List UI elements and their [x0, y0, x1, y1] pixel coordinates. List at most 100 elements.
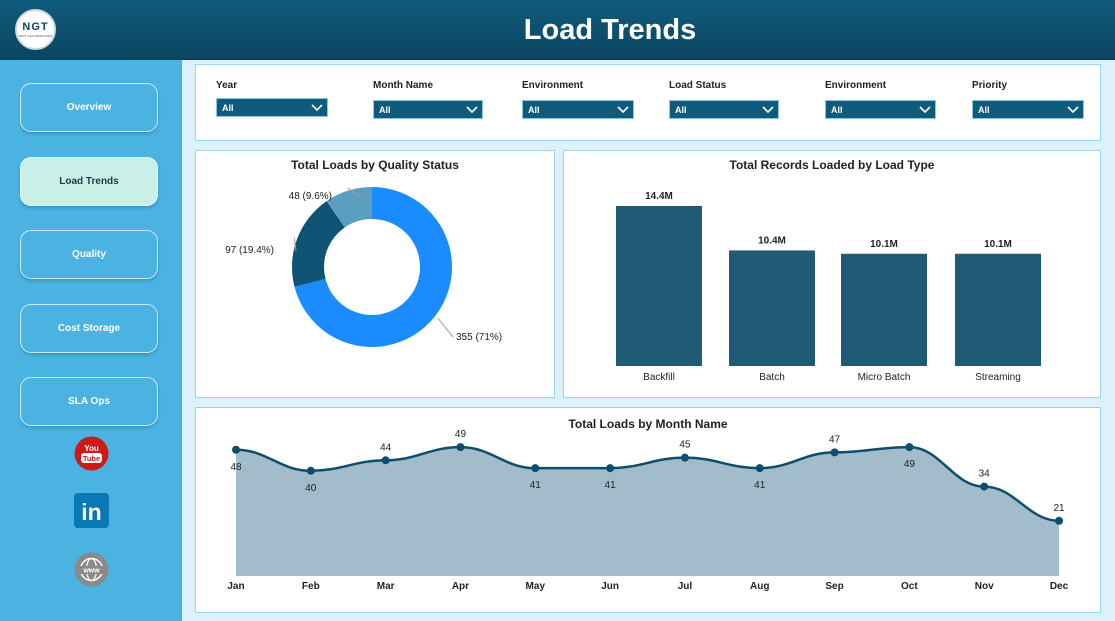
bar-value-label: 10.1M [870, 239, 898, 250]
category-label: Backfill [643, 372, 675, 383]
data-point [232, 445, 240, 454]
data-label: 49 [904, 459, 916, 470]
svg-text:www: www [82, 568, 100, 575]
priority-dropdown[interactable]: All [972, 100, 1084, 119]
filter-label: Environment [825, 80, 887, 91]
page-title: Load Trends [523, 14, 697, 46]
load-status-dropdown[interactable]: All [669, 100, 779, 119]
donut-slice [326, 187, 372, 228]
data-point [381, 456, 390, 465]
chevron-down-icon [1067, 105, 1079, 113]
data-point [606, 464, 615, 473]
data-point [531, 464, 540, 473]
nav-button-quality[interactable]: Quality [20, 230, 158, 279]
dropdown-value: All [528, 104, 540, 115]
month-label: Nov [975, 581, 994, 592]
bar-chart: 14.4M Backfill 10.4M Batch 10.1M Micro Batch 1… [616, 191, 1041, 383]
globe-icon[interactable]: www [74, 552, 109, 587]
logo-text: NGT [22, 21, 49, 33]
data-point [680, 453, 689, 462]
slice-label: 48 (9.6%) [289, 191, 332, 202]
filter-priority: Priority All [972, 80, 1084, 119]
data-label: 21 [1053, 503, 1065, 514]
month-label: Feb [302, 581, 320, 592]
monthly-loads-panel: Total Loads by Month Name 48 Jan 40 Feb 44 Ma… [195, 407, 1101, 613]
category-label: Streaming [975, 372, 1021, 383]
data-label: 44 [380, 442, 392, 453]
data-label: 40 [305, 483, 317, 494]
bar-batch [729, 250, 815, 366]
donut-slice [292, 201, 345, 287]
chart-title: Total Loads by Month Name [568, 417, 728, 431]
chevron-down-icon [919, 105, 931, 113]
month-label: Jun [601, 581, 619, 592]
month-label: Oct [901, 581, 918, 592]
chevron-down-icon [762, 105, 774, 113]
data-label: 45 [679, 440, 691, 451]
month-label: Jan [227, 581, 244, 592]
leader-line [293, 237, 297, 252]
company-logo: NGT NEXT GEN TEMPLATES [15, 9, 56, 50]
nav-button-load-trends[interactable]: Load Trends [20, 157, 158, 206]
slice-label: 355 (71%) [456, 332, 502, 343]
logo-subtext: NEXT GEN TEMPLATES [18, 34, 53, 38]
filter-label: Year [216, 80, 238, 91]
donut-chart: 355 (71%) 97 (19.4%) 48 (9.6%) [225, 187, 502, 347]
donut-slice [294, 187, 452, 347]
bar-streaming [955, 253, 1041, 366]
filter-label: Month Name [373, 80, 433, 91]
month-label: Apr [452, 581, 469, 592]
dropdown-value: All [379, 104, 391, 115]
data-point [980, 482, 989, 491]
data-label: 41 [754, 480, 766, 491]
linkedin-icon[interactable]: in [74, 493, 109, 528]
dropdown-value: All [978, 104, 990, 115]
svg-text:in: in [81, 499, 101, 525]
nav-button-cost-storage[interactable]: Cost Storage [20, 304, 158, 353]
nav-button-sla-ops[interactable]: SLA Ops [20, 377, 158, 426]
header-bar: NGT NEXT GEN TEMPLATES Load Trends [0, 0, 1115, 60]
data-point [830, 448, 839, 457]
bar-micro-batch [841, 253, 927, 366]
leader-line [347, 187, 361, 198]
data-label: 41 [605, 480, 617, 491]
series-line [235, 445, 1060, 523]
filter-environment-2: Environment All [825, 80, 936, 119]
youtube-icon[interactable]: You Tube [74, 436, 109, 471]
bar-backfill [616, 206, 702, 366]
data-label: 48 [230, 462, 242, 473]
svg-text:You: You [84, 444, 99, 453]
load-type-panel: Total Records Loaded by Load Type 14.4M B… [563, 150, 1101, 398]
chart-title: Total Records Loaded by Load Type [729, 158, 935, 172]
year-dropdown[interactable]: All [216, 98, 328, 117]
month-label: Sep [825, 581, 843, 592]
filter-label: Priority [972, 80, 1008, 91]
filter-month-name: Month Name All [373, 80, 483, 119]
area-fill [236, 447, 1060, 576]
data-label: 34 [979, 469, 991, 480]
filter-environment: Environment All [522, 80, 634, 119]
category-label: Batch [759, 372, 785, 383]
data-label: 41 [530, 480, 542, 491]
data-point [456, 443, 465, 452]
category-label: Micro Batch [858, 372, 911, 383]
leader-line [437, 317, 454, 338]
data-label: 47 [829, 434, 841, 445]
filters-panel [195, 64, 1101, 141]
dropdown-value: All [675, 104, 687, 115]
bar-value-label: 10.1M [984, 239, 1012, 250]
data-point [905, 443, 914, 452]
month-name-dropdown[interactable]: All [373, 100, 483, 119]
filter-label: Load Status [669, 80, 727, 91]
bar-value-label: 10.4M [758, 235, 786, 246]
chevron-down-icon [311, 103, 323, 111]
chevron-down-icon [466, 105, 478, 113]
svg-text:Tube: Tube [83, 454, 100, 463]
environment-2-dropdown[interactable]: All [825, 100, 936, 119]
filter-label: Environment [522, 80, 584, 91]
nav-button-overview[interactable]: Overview [20, 83, 158, 132]
environment-dropdown[interactable]: All [522, 100, 634, 119]
bar-value-label: 14.4M [645, 191, 673, 202]
dropdown-value: All [831, 104, 843, 115]
slice-label: 97 (19.4%) [225, 245, 274, 256]
